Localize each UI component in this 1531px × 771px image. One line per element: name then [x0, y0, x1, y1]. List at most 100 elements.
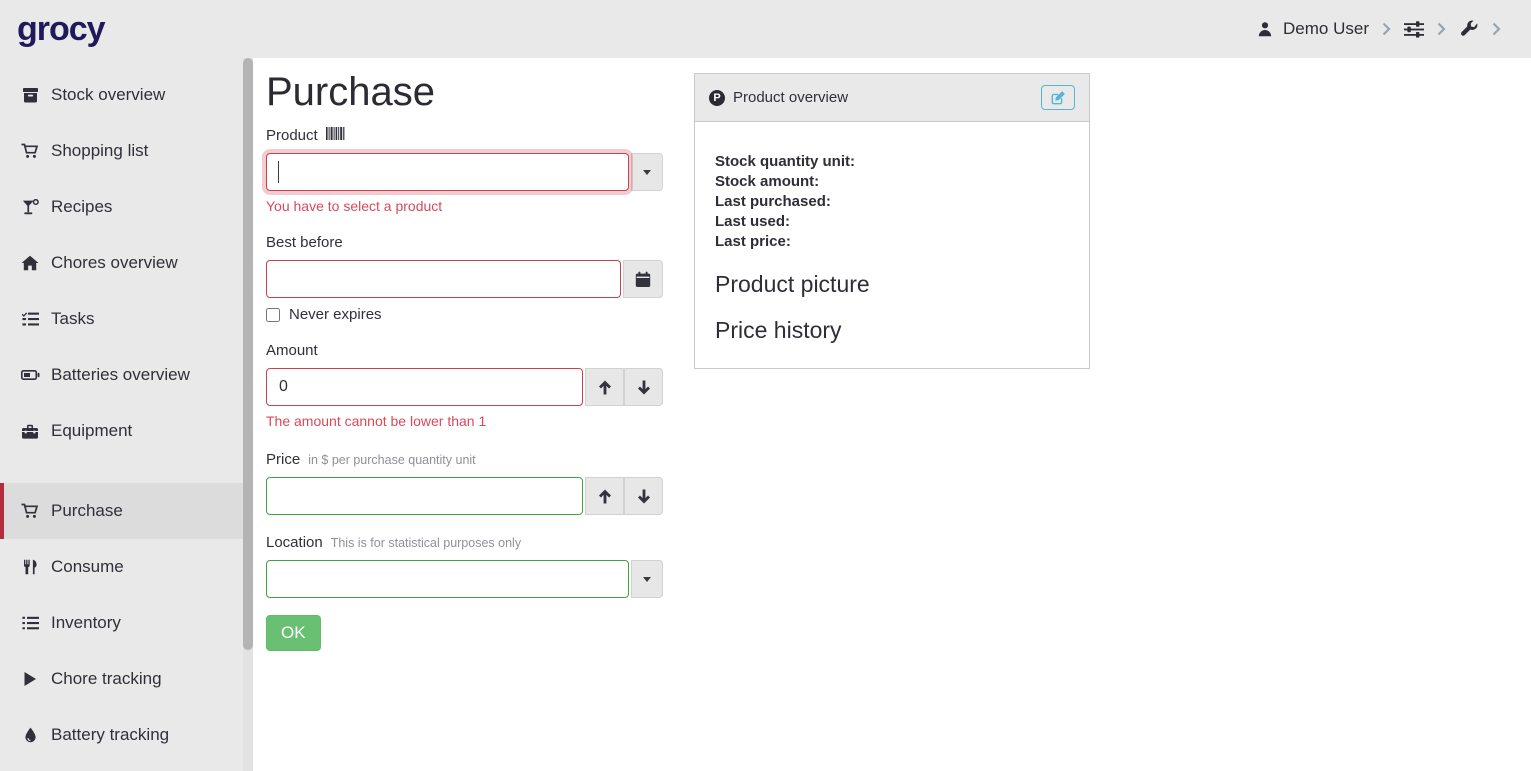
- calendar-icon: [635, 271, 651, 288]
- stock-quantity-unit-line: Stock quantity unit:: [715, 153, 855, 170]
- arrow-down-icon: [637, 489, 651, 504]
- utensils-icon: [20, 559, 40, 575]
- sidebar-item-label: Battery tracking: [51, 725, 170, 744]
- sidebar-item-label: Batteries overview: [51, 365, 190, 384]
- chevron-right-icon: [1382, 22, 1391, 36]
- user-menu[interactable]: Demo User: [1255, 19, 1369, 39]
- sidebar-item-purchase[interactable]: Purchase: [0, 483, 253, 539]
- calendar-button[interactable]: [623, 260, 663, 298]
- archive-box-icon: [20, 87, 40, 103]
- chevron-right-icon: [1437, 22, 1446, 36]
- sidebar-item-consume[interactable]: Consume: [0, 539, 253, 595]
- product-overview-card: P Product overview Stock quantity unit: …: [694, 73, 1090, 369]
- list-icon: [20, 615, 40, 631]
- sidebar-item-equipment[interactable]: Equipment: [0, 403, 253, 459]
- price-decrement-button[interactable]: [624, 477, 663, 515]
- sidebar-item-label: Stock overview: [51, 85, 166, 104]
- sidebar-item-recipes[interactable]: Recipes: [0, 179, 253, 235]
- toolbox-icon: [20, 423, 40, 439]
- barcode-icon: [325, 127, 345, 140]
- product-dropdown-button[interactable]: [631, 153, 663, 191]
- sliders-icon: [1404, 20, 1424, 38]
- price-input[interactable]: [266, 477, 583, 515]
- card-title: Product overview: [733, 89, 849, 106]
- sidebar-item-battery-tracking[interactable]: Battery tracking: [0, 707, 253, 763]
- sidebar-item-batteries-overview[interactable]: Batteries overview: [0, 347, 253, 403]
- user-icon: [1255, 21, 1275, 37]
- main-content: Purchase Product: [253, 58, 1531, 771]
- location-dropdown-button[interactable]: [631, 560, 663, 598]
- price-history-heading: Price history: [715, 317, 842, 343]
- sidebar-item-inventory[interactable]: Inventory: [0, 595, 253, 651]
- sidebar-item-label: Recipes: [51, 197, 113, 216]
- tint-icon: [20, 727, 40, 743]
- arrow-down-icon: [637, 380, 651, 395]
- product-picture-heading: Product picture: [715, 271, 870, 297]
- purchase-form: Purchase Product: [266, 70, 663, 651]
- sidebar-item-label: Shopping list: [51, 141, 149, 160]
- last-used-line: Last used:: [715, 213, 791, 230]
- text-cursor: [278, 161, 279, 183]
- product-input[interactable]: [266, 153, 629, 191]
- battery-icon: [20, 368, 40, 382]
- card-header: P Product overview: [695, 74, 1089, 122]
- shopping-cart-icon: [20, 143, 40, 159]
- admin-menu[interactable]: [1459, 20, 1479, 38]
- sidebar-scrollbar-thumb[interactable]: [243, 58, 253, 650]
- caret-down-icon: [643, 169, 651, 175]
- wrench-icon: [1459, 20, 1479, 38]
- sidebar-item-tasks[interactable]: Tasks: [0, 291, 253, 347]
- sidebar-item-stock-overview[interactable]: Stock overview: [0, 67, 253, 123]
- price-increment-button[interactable]: [585, 477, 624, 515]
- sidebar-item-label: Consume: [51, 557, 124, 576]
- sidebar-item-label: Chores overview: [51, 253, 178, 272]
- sidebar: Stock overview Shopping list Recipes Cho…: [0, 58, 253, 771]
- app-logo[interactable]: grocy: [17, 9, 106, 48]
- sidebar-item-chore-tracking[interactable]: Chore tracking: [0, 651, 253, 707]
- cocktail-icon: [20, 199, 40, 215]
- stock-amount-line: Stock amount:: [715, 173, 820, 190]
- product-label: Product: [266, 127, 318, 144]
- sidebar-item-label: Chore tracking: [51, 669, 162, 688]
- user-label: Demo User: [1283, 19, 1369, 38]
- location-hint: This is for statistical purposes only: [330, 536, 522, 550]
- best-before-label: Best before: [266, 234, 343, 251]
- sidebar-item-label: Equipment: [51, 421, 133, 440]
- settings-menu[interactable]: [1404, 20, 1424, 38]
- header: grocy Demo User: [0, 0, 1531, 58]
- sidebar-item-label: Inventory: [51, 613, 121, 632]
- page-title: Purchase: [266, 70, 435, 114]
- sidebar-item-chores-overview[interactable]: Chores overview: [0, 235, 253, 291]
- sidebar-item-label: Purchase: [51, 501, 123, 520]
- ok-button[interactable]: OK: [266, 615, 321, 651]
- never-expires-checkbox[interactable]: [266, 307, 280, 322]
- header-right: Demo User: [1255, 19, 1501, 39]
- sidebar-item-shopping-list[interactable]: Shopping list: [0, 123, 253, 179]
- location-input[interactable]: [266, 560, 629, 598]
- price-hint: in $ per purchase quantity unit: [308, 453, 476, 467]
- shopping-cart-icon: [20, 503, 40, 519]
- sidebar-scrollbar[interactable]: [243, 58, 253, 771]
- best-before-input[interactable]: [266, 260, 621, 298]
- product-error: You have to select a product: [266, 198, 443, 214]
- edit-product-button[interactable]: [1041, 85, 1075, 110]
- last-purchased-line: Last purchased:: [715, 193, 831, 210]
- amount-error: The amount cannot be lower than 1: [266, 413, 487, 429]
- last-price-line: Last price:: [715, 233, 791, 250]
- location-label: Location: [266, 534, 323, 551]
- never-expires-label: Never expires: [289, 306, 382, 323]
- amount-decrement-button[interactable]: [624, 368, 663, 406]
- amount-label: Amount: [266, 342, 318, 359]
- home-icon: [20, 255, 40, 271]
- price-label: Price: [266, 451, 301, 468]
- arrow-up-icon: [598, 489, 612, 504]
- caret-down-icon: [643, 576, 651, 582]
- tasks-icon: [20, 311, 40, 327]
- amount-increment-button[interactable]: [585, 368, 624, 406]
- card-body: Stock quantity unit: Stock amount: Last …: [695, 122, 1089, 368]
- product-circle-icon: P: [709, 89, 725, 106]
- amount-input[interactable]: [266, 368, 583, 406]
- chevron-right-icon: [1492, 22, 1501, 36]
- arrow-up-icon: [598, 380, 612, 395]
- play-icon: [20, 671, 40, 687]
